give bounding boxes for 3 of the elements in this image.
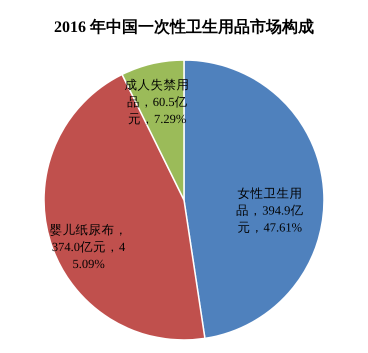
- slice-label: 女性卫生用品，394.9亿元，47.61%: [236, 186, 304, 235]
- slice-label: 婴儿纸尿布，374.0亿元，45.09%: [50, 222, 128, 271]
- chart-title: 2016 年中国一次性卫生用品市场构成: [54, 18, 314, 36]
